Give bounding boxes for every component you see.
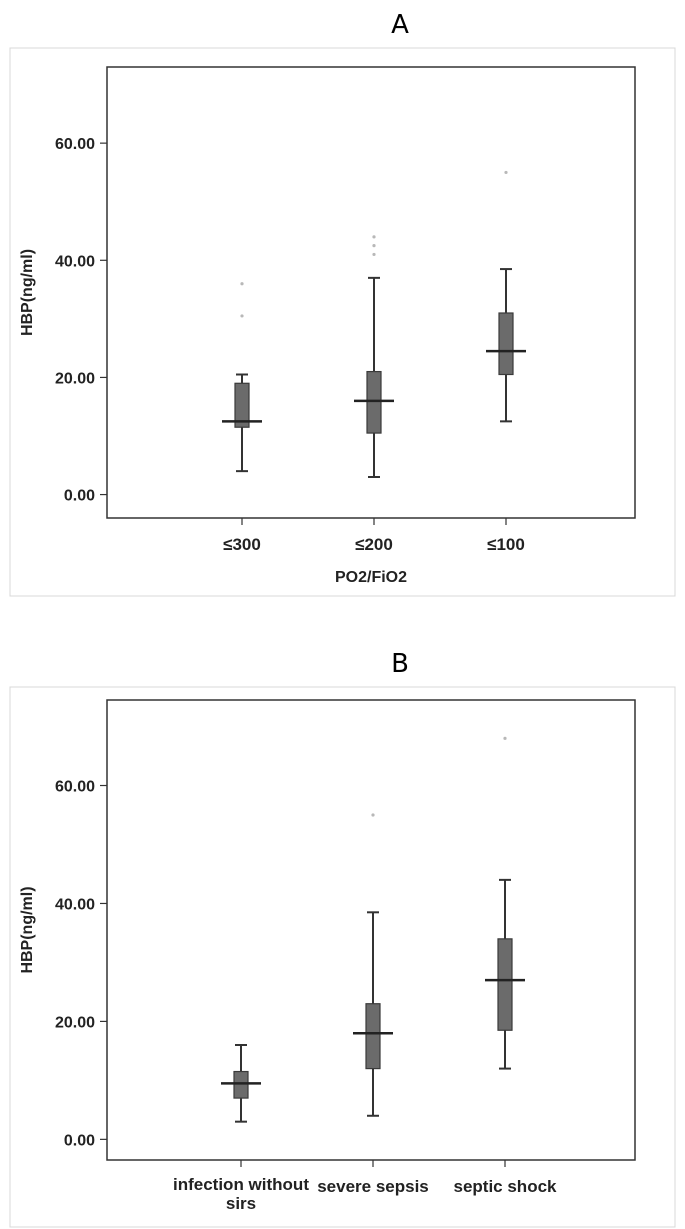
plot-frame bbox=[106, 66, 636, 519]
y-tick-label: 60.00 bbox=[55, 779, 95, 796]
outlier-point bbox=[372, 244, 376, 248]
y-tick-label: 0.00 bbox=[64, 488, 95, 505]
y-tick-label: 20.00 bbox=[55, 370, 95, 387]
figure-frame bbox=[9, 686, 676, 1228]
outlier-point bbox=[372, 252, 376, 257]
outlier-point bbox=[504, 170, 508, 175]
y-tick-label: 20.00 bbox=[55, 1014, 95, 1031]
y-tick-label: 0.00 bbox=[64, 1132, 95, 1149]
x-category-label: ≤200 bbox=[355, 535, 393, 554]
y-axis-title: HBP(ng/ml) bbox=[19, 886, 36, 973]
x-category-label: severe sepsis bbox=[317, 1177, 429, 1196]
plot-frame bbox=[106, 699, 636, 1161]
outlier-point bbox=[240, 314, 244, 318]
y-tick-label: 40.00 bbox=[55, 896, 95, 913]
x-category-label: infection without sirs bbox=[173, 1175, 309, 1213]
panel-label-b: B bbox=[391, 649, 409, 679]
box-iqr bbox=[497, 938, 513, 1031]
y-tick-label: 40.00 bbox=[55, 253, 95, 270]
chart-panel-b: B 0.00 20.00 40.00 60.00 HBP(ng/ml) infection… bbox=[0, 625, 685, 1229]
box-iqr bbox=[498, 312, 514, 376]
box-plot-b: 0.00 20.00 40.00 60.00 HBP(ng/ml) infection w… bbox=[9, 686, 676, 1228]
x-category-label: ≤300 bbox=[223, 535, 261, 554]
box-iqr bbox=[233, 1070, 249, 1099]
box-iqr bbox=[366, 370, 382, 434]
outlier-point bbox=[372, 235, 376, 239]
figure-frame bbox=[9, 47, 676, 597]
x-category-label: ≤100 bbox=[487, 535, 525, 554]
y-tick-label: 60.00 bbox=[55, 136, 95, 153]
box-iqr bbox=[365, 1003, 381, 1070]
x-axis-title: PO2/FiO2 bbox=[335, 569, 407, 586]
chart-panel-a: A 0.00 20.00 40.00 60.00 HBP(ng/ml) ≤300 ≤200 ≤… bbox=[0, 0, 685, 600]
outlier-point bbox=[371, 813, 375, 817]
box-iqr bbox=[234, 382, 250, 428]
outlier-point bbox=[503, 736, 507, 740]
x-category-label: septic shock bbox=[454, 1177, 558, 1196]
panel-label-a: A bbox=[391, 10, 409, 40]
box-plot-a: 0.00 20.00 40.00 60.00 HBP(ng/ml) ≤300 ≤200 ≤10… bbox=[9, 47, 676, 597]
y-axis-title: HBP(ng/ml) bbox=[19, 249, 36, 336]
outlier-point bbox=[240, 282, 244, 286]
